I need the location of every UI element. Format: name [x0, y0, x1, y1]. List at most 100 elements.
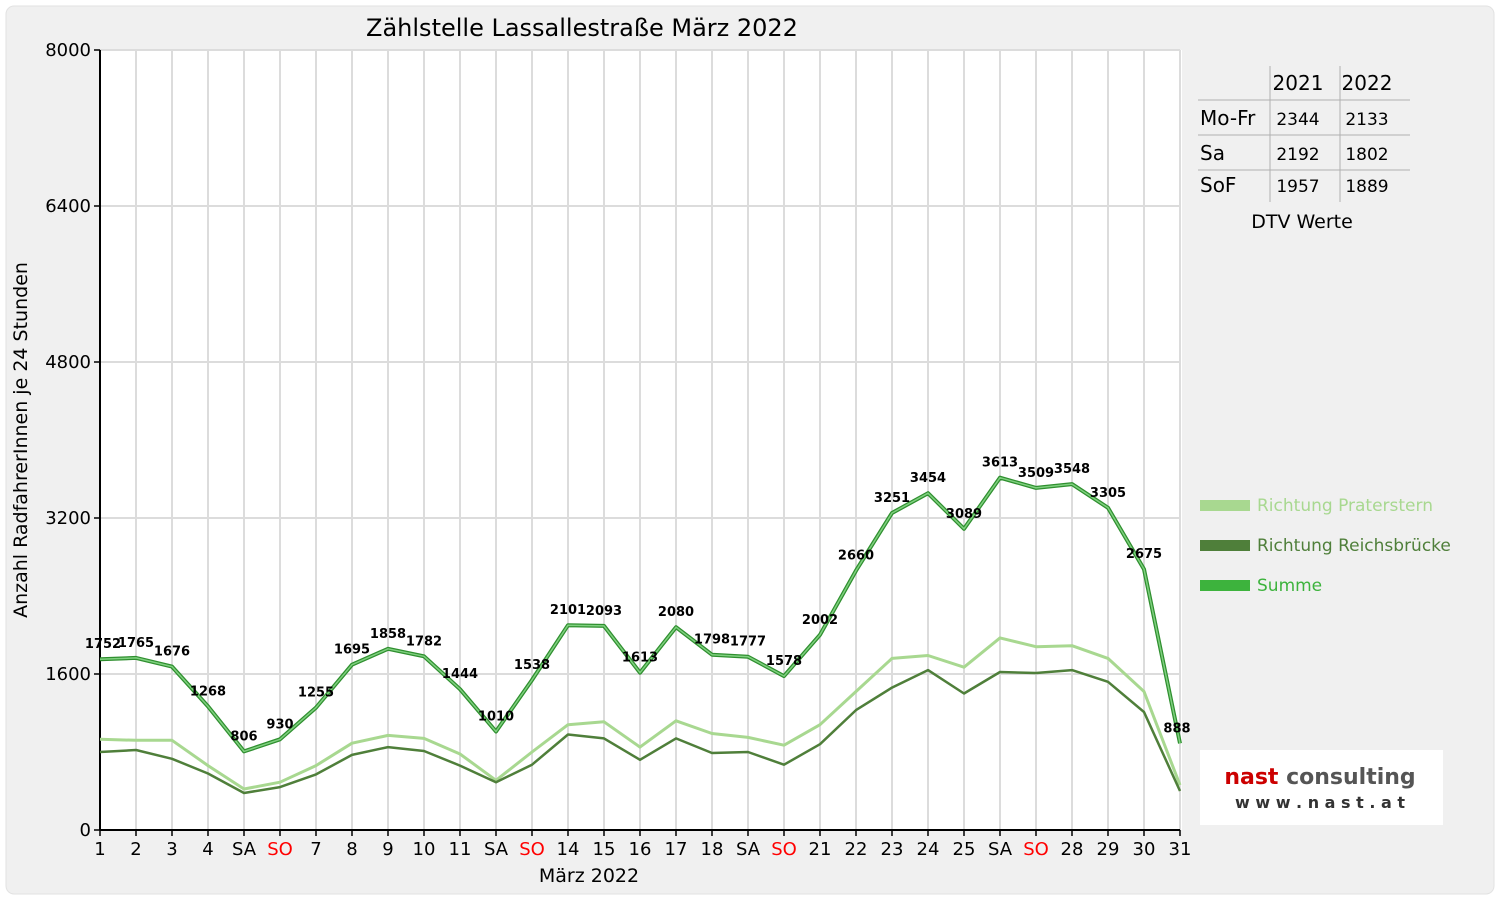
data-label: 1578: [766, 654, 802, 669]
data-label: 806: [230, 729, 257, 744]
table-row-label: Mo-Fr: [1200, 106, 1256, 130]
x-tick-label: 10: [413, 839, 436, 860]
legend-swatch-summe: [1200, 580, 1250, 591]
legend-label-reichsbruecke: Richtung Reichsbrücke: [1257, 536, 1451, 556]
x-tick-label: 17: [665, 839, 688, 860]
x-tick-label: 4: [202, 839, 213, 860]
table-header-2021: 2021: [1273, 71, 1324, 95]
x-tick-label: 24: [917, 839, 940, 860]
x-tick-label: 29: [1097, 839, 1120, 860]
data-label: 2093: [586, 604, 622, 619]
x-tick-label: 21: [809, 839, 832, 860]
data-label: 1538: [514, 658, 550, 673]
data-label: 1676: [154, 645, 190, 660]
y-tick-label: 6400: [45, 196, 91, 217]
x-tick-label: 15: [593, 839, 616, 860]
data-label: 1695: [334, 643, 370, 658]
data-label: 1782: [406, 634, 442, 649]
series-line-praterstern: [99, 636, 1182, 791]
chart-title: Zählstelle Lassallestraße März 2022: [366, 14, 798, 42]
x-tick-label: SO: [771, 839, 797, 860]
x-tick-label: SO: [519, 839, 545, 860]
x-tick-label: 30: [1133, 839, 1156, 860]
x-tick-label: 11: [449, 839, 472, 860]
data-label: 2660: [838, 549, 874, 564]
x-tick-label: 16: [629, 839, 652, 860]
table-cell: 1802: [1345, 145, 1388, 165]
table-caption: DTV Werte: [1251, 211, 1353, 233]
x-tick-label: 7: [310, 839, 321, 860]
y-tick-label: 3200: [45, 508, 91, 529]
legend-label-praterstern: Richtung Praterstern: [1257, 496, 1433, 516]
logo-name: nast consulting: [1224, 765, 1415, 790]
table-cell: 1889: [1345, 177, 1388, 197]
legend: Richtung Praterstern Richtung Reichsbrüc…: [1200, 496, 1451, 596]
table-header-2022: 2022: [1342, 71, 1393, 95]
table-row-label: SoF: [1200, 173, 1236, 197]
data-label: 2675: [1126, 547, 1162, 562]
x-tick-label: SO: [1023, 839, 1049, 860]
x-tick-label: SO: [267, 839, 293, 860]
table-cell: 1957: [1276, 177, 1319, 197]
data-label: 1752: [85, 637, 121, 652]
data-label: 3089: [946, 507, 982, 522]
data-label: 2080: [658, 605, 694, 620]
x-tick-label: 1: [94, 839, 105, 860]
x-tick-label: 31: [1169, 839, 1192, 860]
x-tick-label: 25: [953, 839, 976, 860]
table-cell: 2192: [1276, 145, 1319, 165]
data-label: 2101: [550, 603, 586, 618]
data-label: 1765: [118, 636, 154, 651]
data-label: 1777: [730, 635, 766, 650]
x-tick-label: SA: [736, 839, 761, 860]
series-layer: [99, 475, 1182, 795]
logo-url: w w w . n a s t . a t: [1235, 793, 1405, 812]
data-label: 3613: [982, 456, 1018, 471]
y-axis-title: Anzahl RadfahrerInnen je 24 Stunden: [10, 262, 32, 618]
logo-name-rest: consulting: [1286, 765, 1416, 790]
logo-name-accent: nast: [1224, 765, 1286, 790]
y-tick-label: 8000: [45, 40, 91, 61]
data-label: 1798: [694, 633, 730, 648]
legend-label-summe: Summe: [1257, 576, 1322, 596]
y-tick-label: 0: [80, 820, 91, 841]
table-cell: 2133: [1345, 110, 1388, 130]
x-tick-label: 23: [881, 839, 904, 860]
x-tick-label: 22: [845, 839, 868, 860]
company-logo: nast consulting w w w . n a s t . a t: [1200, 750, 1443, 825]
table-row-label: Sa: [1200, 141, 1225, 165]
table-cell: 2344: [1276, 110, 1319, 130]
y-tick-label: 4800: [45, 352, 91, 373]
data-label: 3509: [1018, 466, 1054, 481]
x-tick-label: SA: [484, 839, 509, 860]
series-line-reichsbruecke: [99, 668, 1182, 795]
data-label: 1444: [442, 667, 478, 682]
x-axis-title: März 2022: [539, 865, 639, 887]
data-label: 1613: [622, 651, 658, 666]
x-tick-label: 14: [557, 839, 580, 860]
data-label: 2002: [802, 613, 838, 628]
legend-swatch-reichsbruecke: [1200, 540, 1250, 551]
axes: 0 1600 3200 4800 6400 8000 1 2 3 4 SA SO 7 8 9 10 11 SA SO…: [45, 40, 1191, 860]
data-label: 3454: [910, 471, 946, 486]
data-label: 1268: [190, 684, 226, 699]
data-label: 888: [1163, 721, 1190, 736]
data-label: 1255: [298, 686, 334, 701]
x-tick-label: 28: [1061, 839, 1084, 860]
data-label: 1010: [478, 710, 514, 725]
x-tick-label: 3: [166, 839, 177, 860]
y-tick-label: 1600: [45, 664, 91, 685]
data-label: 3251: [874, 491, 910, 506]
series-line-summe: [99, 476, 1181, 753]
data-label: 3305: [1090, 486, 1126, 501]
x-tick-label: 8: [346, 839, 357, 860]
data-label: 3548: [1054, 462, 1090, 477]
x-tick-label: 18: [701, 839, 724, 860]
logo-background: [1200, 750, 1443, 825]
x-tick-label: 9: [382, 839, 393, 860]
data-label: 930: [266, 717, 293, 732]
legend-swatch-praterstern: [1200, 500, 1250, 511]
